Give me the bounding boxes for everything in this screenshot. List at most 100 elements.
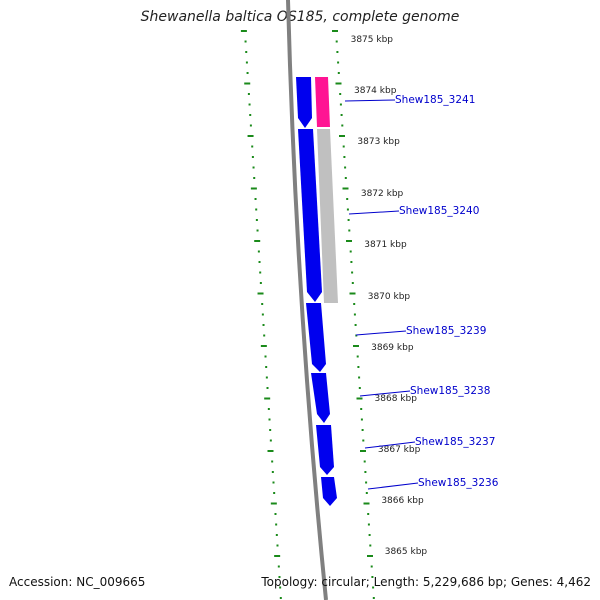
gene-labels: Shew185_3241 Shew185_3240 Shew185_3239 Shew… (344, 94, 499, 490)
ruler-tick-left (265, 366, 268, 368)
ruler-tick-right (368, 534, 371, 536)
ruler-tick-label: 3866 kbp (381, 496, 424, 506)
ruler-tick-left (270, 502, 277, 505)
ruler-tick-label: 3868 kbp (375, 394, 418, 404)
ruler-tick-left (271, 460, 274, 463)
ruler-tick-right (339, 135, 345, 137)
gene-label-leader (359, 390, 411, 397)
gene-label[interactable]: Shew185_3238 (410, 385, 490, 397)
ruler-tick-label: 3870 kbp (368, 292, 411, 302)
ruler-tick-right (356, 397, 363, 400)
ruler-tick-left (259, 282, 262, 284)
ruler-tick-right (344, 166, 347, 169)
ruler-tick-right (360, 450, 366, 452)
ruler-tick-left (251, 156, 254, 158)
ruler-tick-left (254, 240, 261, 242)
gene-label[interactable]: Shew185_3240 (399, 205, 479, 217)
ruler-tick-left (255, 219, 258, 221)
gene-arrow[interactable] (298, 129, 322, 302)
ruler-tick-left (260, 345, 267, 347)
gene-label[interactable]: Shew185_3237 (415, 436, 495, 448)
ruler-tick-right (344, 177, 347, 179)
gene-arrow[interactable] (321, 477, 337, 506)
ruler-tick-right (363, 460, 366, 463)
ruler-tick-right (342, 187, 349, 190)
map-title: Shewanella baltica OS185, complete genom… (140, 9, 460, 25)
ruler-tick-left (271, 471, 274, 473)
ruler-tick-left (274, 555, 281, 557)
ruler-tick-right (367, 513, 370, 515)
gene-label-leader (344, 99, 396, 102)
gene-label[interactable]: Shew185_3241 (395, 94, 475, 106)
ruler-tick-right (343, 156, 346, 158)
ruler-tick-left (278, 576, 281, 578)
ruler-tick-label: 3869 kbp (371, 343, 414, 353)
ruler-tick-right (355, 334, 358, 337)
ruler-tick-right (360, 418, 363, 421)
ruler-tick-right (370, 565, 373, 568)
ruler-tick-left (274, 513, 277, 515)
ruler-tick-left (276, 544, 279, 547)
ruler-tick-right (354, 324, 357, 326)
ruler-tick-left (267, 408, 270, 410)
ruler-tick-right (346, 240, 352, 242)
ruler-tick-left (275, 534, 278, 536)
feature-bar (315, 77, 330, 127)
ruler-tick-right (353, 303, 356, 305)
gene-label-leader (348, 210, 400, 215)
ruler-tick-left (261, 313, 264, 316)
ruler-tick-right (346, 208, 349, 211)
gene-label-leader (364, 441, 416, 449)
ruler-tick-left (248, 103, 251, 106)
ruler-tick-right (353, 313, 356, 316)
ruler-tick-right (348, 229, 351, 232)
ruler-tick-left (275, 523, 278, 526)
ruler-tick-right (367, 555, 373, 557)
gene-label-leader (367, 482, 419, 490)
ruler-tick-left (244, 40, 247, 43)
ruler-tick-right (358, 387, 361, 389)
ruler-tick-left (269, 429, 272, 431)
ruler-tick-left (264, 397, 271, 400)
ruler-tick-right (340, 114, 343, 116)
ruler-tick-left (273, 492, 276, 494)
gene-label-leader (355, 330, 407, 336)
accession-text: Accession: NC_009665 (9, 575, 146, 589)
gene-label[interactable]: Shew185_3236 (418, 477, 499, 489)
ruler-tick-right (372, 597, 375, 599)
ruler-tick-right (364, 471, 367, 473)
ruler-tick-right (336, 51, 339, 53)
ruler-tick-right (341, 124, 344, 127)
genome-summary-text: Topology: circular; Length: 5,229,686 bp… (261, 575, 591, 589)
ruler-tick-right (369, 544, 372, 547)
ruler-tick-left (251, 145, 254, 148)
gene-arrow[interactable] (316, 425, 334, 475)
ruler-tick-left (256, 229, 259, 232)
ruler-tick-left (240, 30, 247, 32)
ruler-tick-left (277, 565, 280, 568)
ruler-tick-left (255, 208, 258, 211)
gene-arrow[interactable] (306, 303, 326, 372)
gene-arrow[interactable] (311, 373, 330, 423)
ruler-tick-right (353, 345, 359, 347)
ruler-tick-left (267, 450, 274, 452)
ruler-tick-right (365, 481, 368, 484)
ruler-tick-left (250, 187, 257, 190)
ruler-tick-right (337, 61, 340, 64)
ruler-tick-right (337, 72, 340, 74)
ruler-tick-left (269, 439, 272, 442)
gene-arrow[interactable] (296, 77, 312, 128)
gene-label[interactable]: Shew185_3239 (406, 325, 486, 337)
ruler-tick-right (346, 198, 349, 200)
ruler-tick-left (257, 250, 260, 253)
ruler-tick-label: 3873 kbp (357, 137, 400, 147)
ruler-tick-left (245, 51, 248, 53)
ruler-tick-left (246, 72, 249, 74)
gene-track (296, 77, 337, 506)
ruler-tick-left (266, 387, 269, 389)
ruler-tick-label: 3875 kbp (351, 35, 394, 45)
backbone (286, 0, 328, 600)
ruler-tick-left (272, 481, 275, 484)
ruler-tick-right (371, 576, 374, 578)
